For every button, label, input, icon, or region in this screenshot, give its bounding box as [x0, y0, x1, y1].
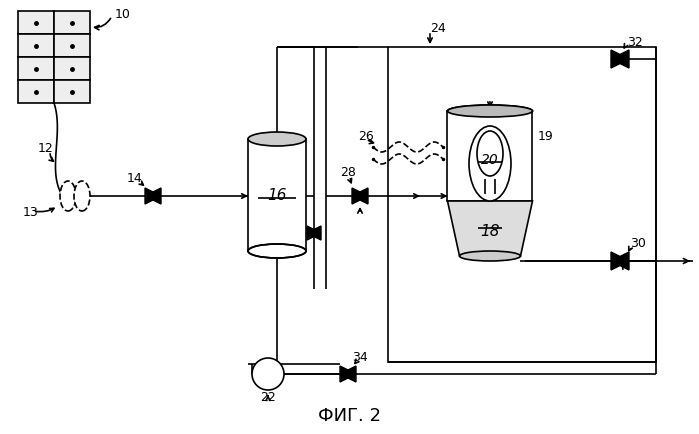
Bar [248, 140, 306, 251]
Ellipse shape [447, 106, 533, 118]
Polygon shape [307, 227, 321, 240]
Ellipse shape [469, 127, 511, 201]
Bar [54, 58, 90, 81]
Text: 24: 24 [430, 21, 446, 34]
Polygon shape [145, 188, 161, 204]
Polygon shape [611, 253, 629, 270]
Ellipse shape [74, 181, 90, 211]
Text: ФИГ. 2: ФИГ. 2 [319, 406, 382, 424]
Bar [54, 81, 90, 104]
Text: 28: 28 [340, 166, 356, 179]
Text: 32: 32 [627, 36, 643, 48]
Ellipse shape [248, 244, 306, 258]
Text: 19: 19 [538, 130, 553, 143]
Bar [54, 12, 90, 35]
Bar [447, 112, 533, 201]
Polygon shape [340, 366, 356, 382]
FancyArrowPatch shape [368, 141, 373, 144]
Text: 10: 10 [115, 7, 131, 20]
Ellipse shape [248, 133, 306, 147]
Text: 12: 12 [38, 141, 54, 154]
Text: 22: 22 [260, 391, 276, 404]
Text: 16: 16 [267, 188, 287, 203]
Text: 13: 13 [23, 206, 38, 219]
Polygon shape [611, 51, 629, 69]
Circle shape [252, 358, 284, 390]
FancyArrowPatch shape [348, 179, 352, 183]
Bar [54, 35, 90, 58]
Polygon shape [145, 188, 161, 204]
Polygon shape [352, 188, 368, 204]
Bar [388, 48, 656, 362]
Bar [18, 58, 54, 81]
Text: 18: 18 [480, 224, 500, 239]
Text: 14: 14 [127, 171, 143, 184]
FancyArrowPatch shape [355, 359, 359, 364]
Ellipse shape [477, 132, 503, 177]
FancyArrowPatch shape [629, 247, 633, 251]
Polygon shape [447, 201, 533, 256]
Polygon shape [611, 253, 629, 270]
Text: 26: 26 [358, 130, 374, 143]
Ellipse shape [459, 251, 521, 261]
Ellipse shape [447, 106, 533, 118]
Polygon shape [352, 188, 368, 204]
Text: 34: 34 [352, 351, 368, 364]
Polygon shape [611, 51, 629, 69]
Text: 30: 30 [630, 237, 646, 250]
FancyArrowPatch shape [94, 20, 110, 31]
FancyArrowPatch shape [49, 155, 53, 162]
Bar [18, 12, 54, 35]
Polygon shape [340, 366, 356, 382]
Bar [18, 35, 54, 58]
Text: 20: 20 [481, 152, 499, 166]
Bar [18, 81, 54, 104]
Ellipse shape [60, 181, 76, 211]
FancyArrowPatch shape [624, 44, 628, 49]
FancyArrowPatch shape [139, 182, 143, 186]
FancyArrowPatch shape [36, 209, 54, 212]
Polygon shape [307, 227, 321, 240]
